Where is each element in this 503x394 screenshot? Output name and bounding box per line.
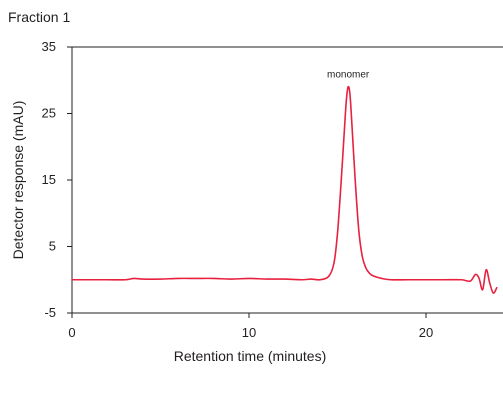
y-tick-label: 15 <box>42 172 56 187</box>
peak-annotation: monomer <box>327 70 370 81</box>
x-tick-label: 20 <box>419 325 433 340</box>
chart-title: Fraction 1 <box>8 9 70 25</box>
x-ticks: 0 10 20 <box>68 313 433 340</box>
x-axis-title: Retention time (minutes) <box>174 348 327 364</box>
chromatogram-line <box>71 85 498 294</box>
y-ticks: 35 25 15 5 -5 <box>42 39 72 320</box>
axes <box>71 46 503 314</box>
x-tick-label: 10 <box>242 325 256 340</box>
annotations: monomer <box>327 70 370 81</box>
y-tick-label: -5 <box>44 305 56 320</box>
y-tick-label: 5 <box>49 239 56 254</box>
y-tick-label: 35 <box>42 39 56 54</box>
y-axis-title: Detector response (mAU) <box>10 101 26 260</box>
y-tick-label: 25 <box>42 106 56 121</box>
x-tick-label: 0 <box>68 325 75 340</box>
